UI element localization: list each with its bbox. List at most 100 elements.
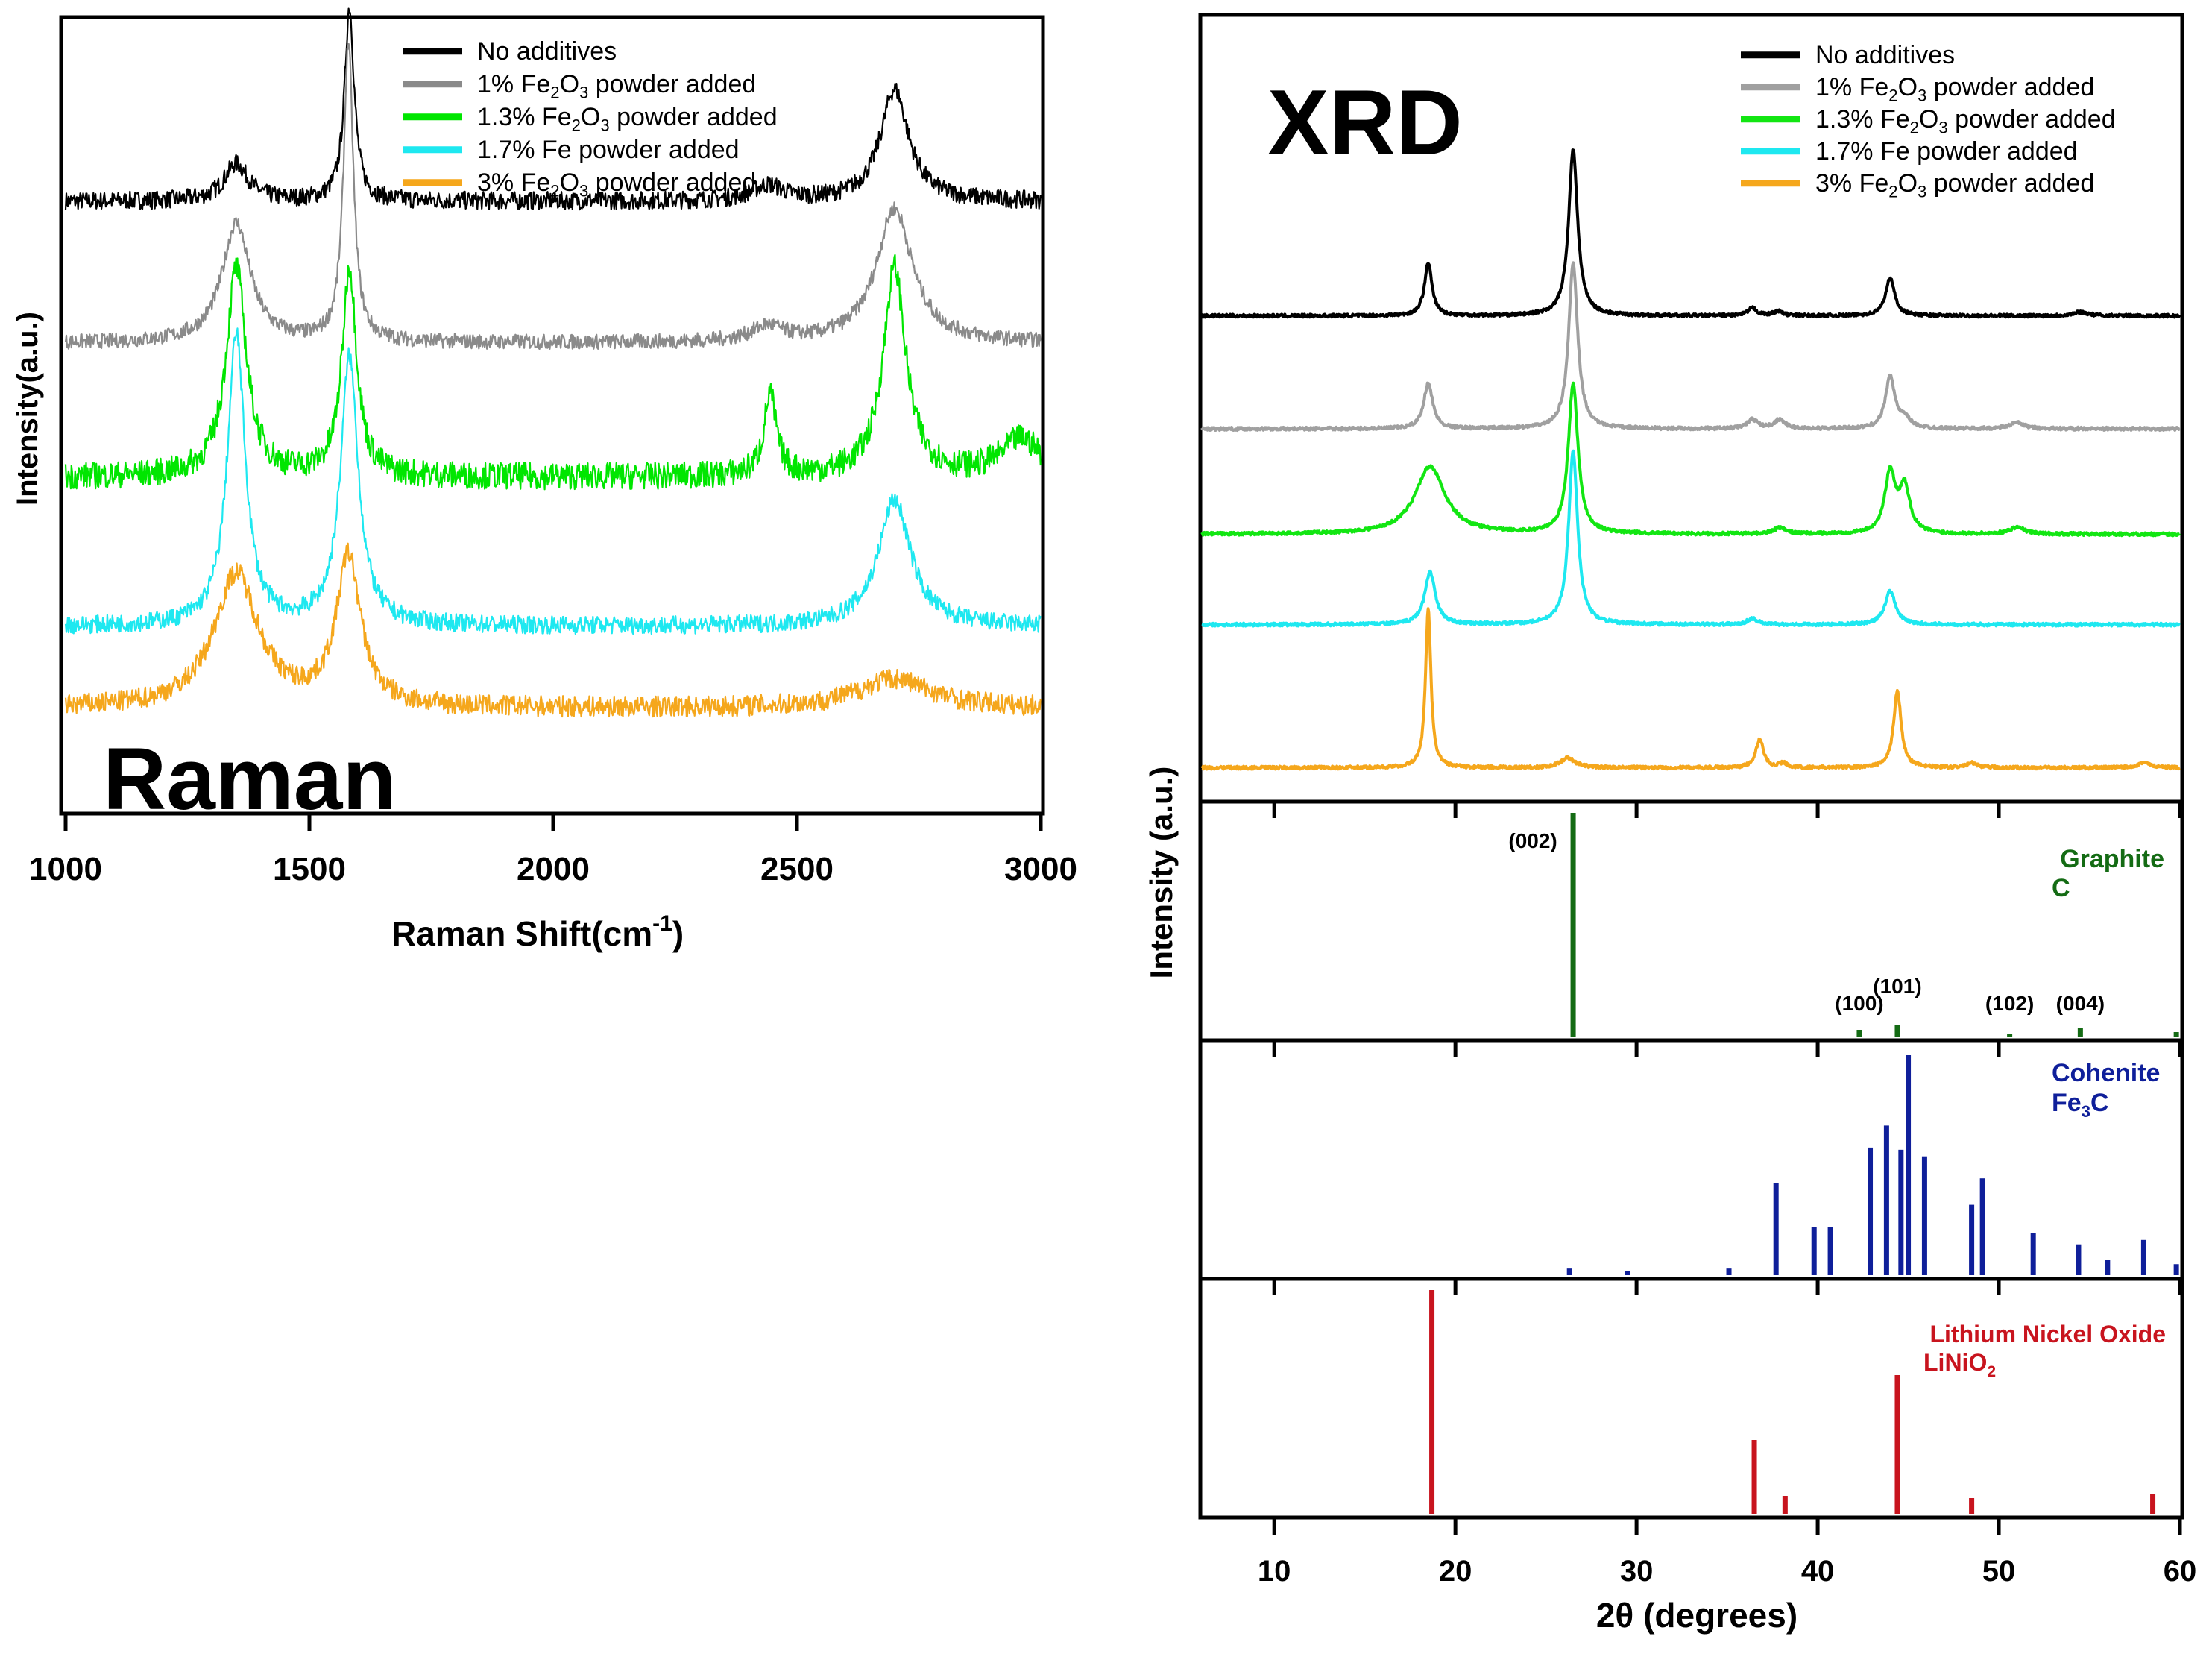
- xrd-legend-text-1: 1% Fe: [1815, 73, 1888, 101]
- graphite-peak-label-1: (100): [1835, 992, 1883, 1015]
- raman-x-label-main: Raman Shift(cm: [391, 914, 652, 953]
- cohenite-formula: Fe3C: [2052, 1089, 2109, 1121]
- xrd-x-axis-label: 2θ (degrees): [1596, 1596, 1797, 1635]
- xrd-x-tick-label-0: 10: [1258, 1555, 1291, 1588]
- xrd-series-line-4: [1200, 607, 2181, 771]
- cohenite-stick-10: [1921, 1156, 1927, 1275]
- raman-x-tick-label-1: 1500: [273, 851, 346, 887]
- raman-legend-post-4: powder added: [588, 169, 756, 197]
- raman-x-label-sup: -1: [652, 911, 672, 936]
- xrd-legend-label-2: 1.3% Fe2O3 powder added: [1815, 105, 2116, 136]
- graphite-peak-label-3: (102): [1985, 992, 2034, 1015]
- xrd-legend-mid-2: O: [1919, 105, 1938, 133]
- cohenite-stick-3: [1773, 1183, 1779, 1275]
- cohenite-formula-post: C: [2090, 1089, 2109, 1117]
- xrd-x-tick-label-1: 20: [1439, 1555, 1472, 1588]
- graphite-stick-5: [2173, 1032, 2179, 1037]
- xrd-x-tick-label-5: 60: [2164, 1555, 2197, 1588]
- cohenite-stick-5: [1827, 1227, 1833, 1275]
- xrd-series-line-0: [1200, 148, 2181, 319]
- cohenite-stick-4: [1811, 1227, 1817, 1275]
- raman-legend-label-4: 3% Fe2O3 powder added: [477, 169, 756, 200]
- raman-legend-sub-2: 2: [572, 116, 581, 134]
- raman-x-tick-label-2: 2000: [517, 851, 590, 887]
- graphite-peak-label-4: (004): [2056, 992, 2105, 1015]
- xrd-legend-text-0: No additives: [1815, 41, 1955, 69]
- cohenite-stick-9: [1906, 1055, 1912, 1275]
- linio2-stick-5: [2150, 1494, 2156, 1514]
- cohenite-stick-16: [2140, 1239, 2146, 1275]
- xrd-y-axis-label: Intensity (a.u.): [1144, 767, 1179, 979]
- raman-legend-label-1: 1% Fe2O3 powder added: [477, 70, 756, 101]
- xrd-legend-text-4: 3% Fe: [1815, 169, 1888, 198]
- xrd-series-line-2: [1200, 381, 2181, 538]
- graphite-stick-3: [2007, 1034, 2013, 1037]
- raman-legend-mid-1: O: [560, 70, 579, 98]
- xrd-legend-sub2-1: 3: [1918, 86, 1926, 104]
- cohenite-stick-11: [1969, 1204, 1975, 1275]
- cohenite-stick-13: [2030, 1233, 2036, 1275]
- raman-legend-text-0: No additives: [477, 37, 617, 66]
- graphite-peak-label-0: (002): [1508, 829, 1557, 852]
- cohenite-stick-0: [1566, 1268, 1572, 1275]
- cohenite-formula-sub: 3: [2082, 1102, 2090, 1121]
- raman-legend-sub2-2: 3: [600, 116, 609, 134]
- graphite-name: Graphite: [2060, 845, 2164, 873]
- cohenite-stick-8: [1898, 1149, 1904, 1275]
- graphite-peak-label-2: (101): [1873, 975, 1921, 998]
- raman-legend-text-4: 3% Fe: [477, 169, 550, 197]
- xrd-legend-sub2-2: 3: [1938, 118, 1947, 136]
- xrd-legend-post-4: powder added: [1926, 169, 2094, 198]
- cohenite-formula-pre: Fe: [2052, 1089, 2082, 1117]
- cohenite-stick-6: [1868, 1147, 1874, 1275]
- linio2-name: Lithium Nickel Oxide: [1929, 1321, 2166, 1348]
- raman-legend-label-2: 1.3% Fe2O3 powder added: [477, 103, 778, 134]
- raman-legend-sub-1: 2: [550, 83, 559, 101]
- xrd-series-line-3: [1200, 449, 2181, 628]
- xrd-legend-mid-1: O: [1898, 73, 1918, 101]
- xrd-legend-sub2-4: 3: [1918, 182, 1926, 201]
- raman-x-tick-label-4: 3000: [1004, 851, 1077, 887]
- linio2-stick-3: [1894, 1375, 1900, 1514]
- graphite-formula: C: [2052, 874, 2070, 902]
- cohenite-stick-12: [1979, 1178, 1985, 1275]
- raman-y-axis-label: Intensity(a.u.): [11, 312, 44, 506]
- xrd-legend-mid-4: O: [1898, 169, 1918, 198]
- xrd-legend-sub-1: 2: [1888, 86, 1897, 104]
- raman-legend-sub2-1: 3: [579, 83, 588, 101]
- raman-panel: 1000 1500 2000 2500 3000 Raman Raman Shift(c…: [11, 7, 1077, 953]
- cohenite-name: Cohenite: [2052, 1059, 2160, 1087]
- xrd-x-tick-label-3: 40: [1801, 1555, 1835, 1588]
- graphite-stick-1: [1856, 1030, 1862, 1037]
- cohenite-stick-17: [2173, 1264, 2179, 1275]
- raman-legend-text-1: 1% Fe: [477, 70, 550, 98]
- raman-legend-text-2: 1.3% Fe: [477, 103, 572, 131]
- raman-panel-label: Raman: [103, 730, 396, 828]
- linio2-ref-frame: [1198, 1277, 2184, 1520]
- linio2-stick-2: [1782, 1496, 1788, 1514]
- xrd-x-tick-label-4: 50: [1982, 1555, 2016, 1588]
- raman-legend-mid-2: O: [581, 103, 600, 131]
- xrd-series-line-1: [1200, 261, 2181, 432]
- xrd-legend-post-2: powder added: [1948, 105, 2116, 133]
- xrd-legend-text-2: 1.3% Fe: [1815, 105, 1910, 133]
- raman-x-label-close: ): [672, 914, 684, 953]
- raman-x-axis: 1000 1500 2000 2500 3000: [29, 814, 1077, 887]
- raman-series-group: [64, 7, 1042, 718]
- cohenite-stick-2: [1726, 1268, 1732, 1275]
- raman-x-tick-label-0: 1000: [29, 851, 102, 887]
- xrd-legend-label-4: 3% Fe2O3 powder added: [1815, 169, 2094, 201]
- raman-legend-post-2: powder added: [610, 103, 778, 131]
- xrd-panel-label: XRD: [1267, 72, 1463, 174]
- xrd-x-tick-label-2: 30: [1620, 1555, 1654, 1588]
- xrd-legend-label-0: No additives: [1815, 41, 1955, 69]
- xrd-legend-sub-4: 2: [1888, 182, 1897, 201]
- raman-legend-sub-4: 2: [550, 181, 559, 200]
- raman-series-line-2: [64, 254, 1042, 491]
- raman-legend-text-3: 1.7% Fe powder added: [477, 136, 740, 164]
- xrd-legend-label-1: 1% Fe2O3 powder added: [1815, 73, 2094, 104]
- linio2-stick-0: [1429, 1290, 1435, 1514]
- linio2-stick-1: [1751, 1440, 1757, 1514]
